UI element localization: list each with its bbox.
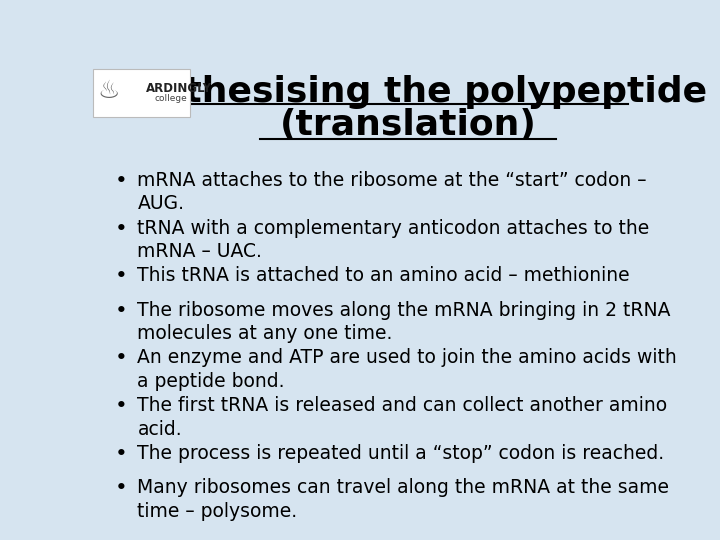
Text: •: • — [114, 219, 127, 239]
Text: •: • — [114, 478, 127, 498]
Text: •: • — [114, 171, 127, 191]
Text: Many ribosomes can travel along the mRNA at the same
time – polysome.: Many ribosomes can travel along the mRNA… — [138, 478, 670, 521]
Text: The first tRNA is released and can collect another amino
acid.: The first tRNA is released and can colle… — [138, 396, 667, 438]
Text: •: • — [114, 266, 127, 286]
Text: mRNA attaches to the ribosome at the “start” codon –
AUG.: mRNA attaches to the ribosome at the “st… — [138, 171, 647, 213]
Text: The process is repeated until a “stop” codon is reached.: The process is repeated until a “stop” c… — [138, 444, 665, 463]
Text: An enzyme and ATP are used to join the amino acids with
a peptide bond.: An enzyme and ATP are used to join the a… — [138, 348, 678, 391]
Text: ♨: ♨ — [97, 79, 120, 103]
Text: ARDINGLY: ARDINGLY — [145, 83, 212, 96]
Text: •: • — [114, 396, 127, 416]
Text: (translation): (translation) — [279, 108, 536, 142]
Text: The ribosome moves along the mRNA bringing in 2 tRNA
molecules at any one time.: The ribosome moves along the mRNA bringi… — [138, 301, 671, 343]
Text: •: • — [114, 444, 127, 464]
Text: Synthesising the polypeptide: Synthesising the polypeptide — [109, 75, 707, 109]
Text: tRNA with a complementary anticodon attaches to the
mRNA – UAC.: tRNA with a complementary anticodon atta… — [138, 219, 649, 261]
Text: This tRNA is attached to an amino acid – methionine: This tRNA is attached to an amino acid –… — [138, 266, 630, 286]
FancyBboxPatch shape — [93, 69, 190, 117]
Text: college: college — [154, 93, 187, 103]
Text: •: • — [114, 301, 127, 321]
Text: •: • — [114, 348, 127, 368]
